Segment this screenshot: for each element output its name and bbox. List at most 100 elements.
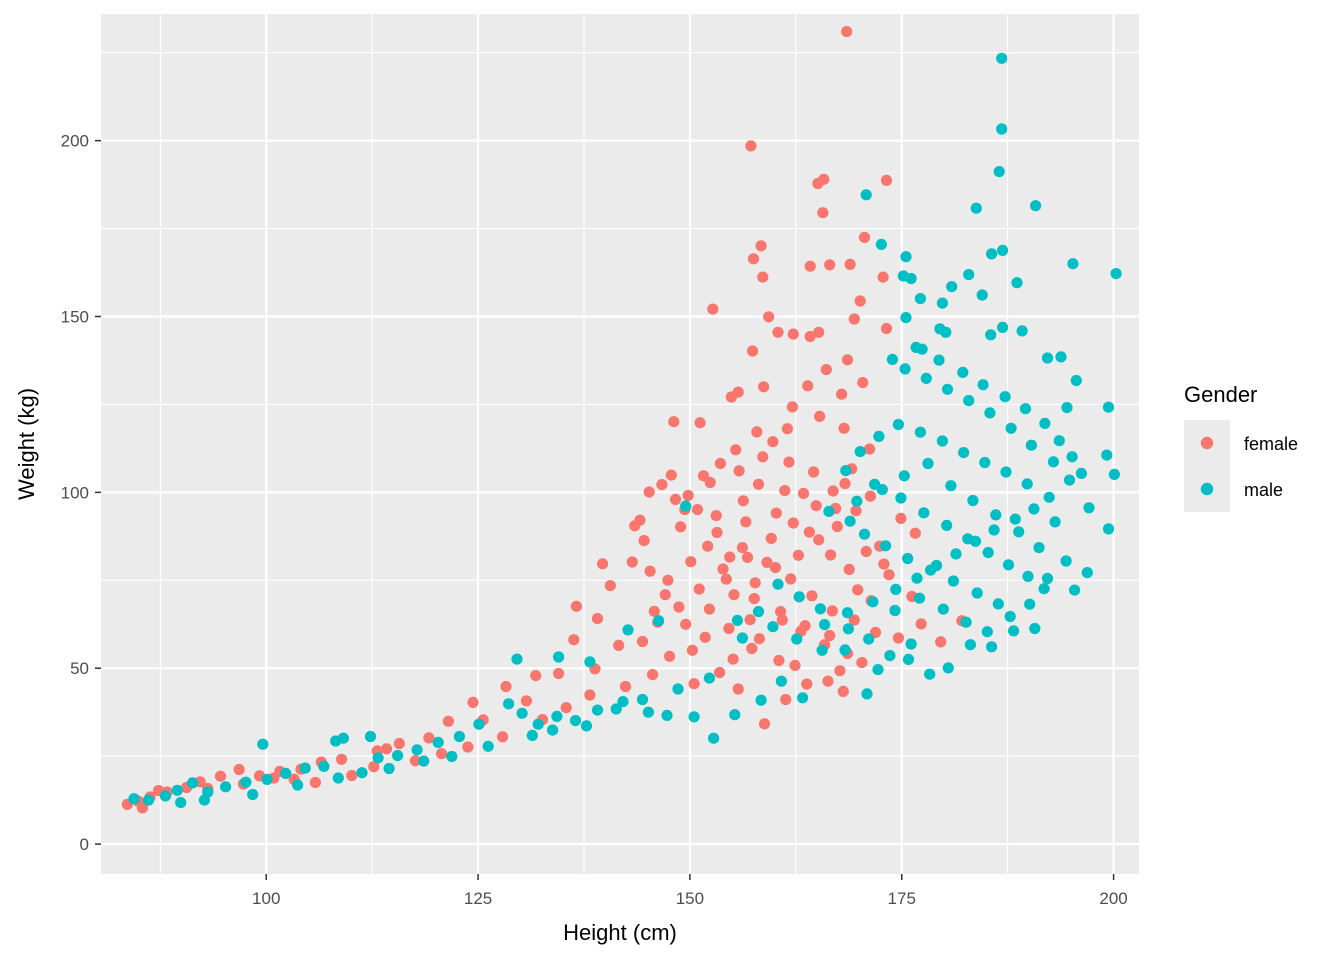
point-male — [934, 323, 946, 335]
point-female — [877, 271, 889, 283]
point-female — [883, 569, 895, 581]
point-female — [767, 436, 779, 448]
point-male — [516, 707, 528, 719]
point-male — [886, 353, 899, 365]
point-male — [299, 762, 311, 774]
point-female — [820, 364, 832, 376]
point-male — [1070, 374, 1082, 387]
point-male — [913, 592, 926, 604]
point-female — [751, 426, 763, 438]
point-male — [1039, 417, 1051, 429]
point-male — [418, 755, 430, 767]
point-female — [773, 654, 785, 667]
point-male — [844, 515, 856, 527]
point-male — [703, 672, 716, 684]
point-male — [220, 781, 232, 793]
point-male — [142, 794, 155, 806]
point-female — [781, 423, 794, 435]
point-male — [1108, 468, 1120, 480]
points-layer — [121, 26, 1122, 814]
point-female — [804, 260, 816, 272]
point-male — [653, 615, 665, 627]
point-male — [988, 524, 1000, 536]
point-female — [915, 618, 927, 630]
point-male — [1011, 277, 1023, 289]
point-female — [892, 632, 905, 644]
point-male — [128, 793, 140, 805]
point-male — [997, 244, 1009, 256]
point-female — [787, 517, 799, 529]
grid-minor — [101, 14, 1139, 874]
point-male — [159, 790, 171, 802]
point-male — [332, 772, 344, 784]
point-female — [753, 633, 766, 645]
point-male — [198, 794, 210, 806]
point-male — [960, 616, 972, 628]
point-male — [186, 777, 199, 789]
point-male — [1005, 422, 1017, 434]
point-male — [257, 738, 269, 750]
point-male — [511, 653, 523, 665]
point-male — [964, 639, 977, 651]
point-male — [992, 598, 1004, 610]
point-male — [920, 372, 932, 384]
point-female — [841, 26, 853, 38]
point-female — [801, 678, 813, 690]
legend-label-male: male — [1244, 480, 1283, 500]
point-female — [233, 763, 245, 776]
point-male — [729, 709, 741, 721]
point-female — [553, 667, 565, 680]
point-female — [685, 556, 697, 568]
point-female — [462, 741, 474, 753]
point-male — [982, 546, 994, 559]
point-female — [584, 689, 596, 701]
point-female — [843, 563, 855, 576]
point-female — [836, 388, 848, 400]
point-female — [769, 562, 782, 574]
point-male — [580, 720, 593, 732]
point-female — [393, 737, 405, 750]
point-female — [775, 606, 787, 618]
point-male — [1081, 567, 1093, 579]
point-male — [898, 470, 910, 482]
point-male — [1038, 583, 1050, 595]
point-male — [1009, 513, 1021, 525]
point-female — [841, 354, 854, 366]
point-female — [703, 603, 716, 615]
legend-label-female: female — [1244, 434, 1298, 454]
point-female — [814, 410, 826, 422]
point-female — [827, 485, 839, 497]
point-male — [1060, 555, 1072, 567]
point-female — [749, 577, 761, 589]
point-male — [731, 614, 744, 627]
point-male — [925, 564, 937, 576]
point-male — [875, 238, 888, 250]
point-male — [984, 407, 996, 419]
point-female — [409, 755, 421, 767]
x-tick-labels: 100 125 150 175 200 — [252, 889, 1128, 908]
point-male — [911, 572, 923, 584]
point-female — [779, 485, 791, 497]
point-male — [867, 596, 879, 608]
point-male — [1028, 503, 1040, 515]
point-male — [945, 480, 957, 492]
point-male — [967, 494, 979, 507]
point-male — [752, 606, 765, 618]
point-male — [1029, 622, 1041, 635]
point-male — [1030, 200, 1042, 212]
point-male — [990, 509, 1002, 521]
point-female — [697, 470, 710, 482]
point-female — [733, 465, 745, 477]
point-male — [672, 683, 684, 695]
point-male — [1049, 516, 1061, 528]
point-female — [826, 605, 838, 617]
point-male — [971, 587, 983, 599]
point-female — [686, 644, 699, 656]
point-female — [717, 563, 729, 575]
point-male — [841, 607, 854, 619]
point-female — [792, 549, 805, 561]
point-male — [432, 736, 444, 749]
point-male — [900, 251, 912, 263]
point-male — [1000, 466, 1012, 478]
